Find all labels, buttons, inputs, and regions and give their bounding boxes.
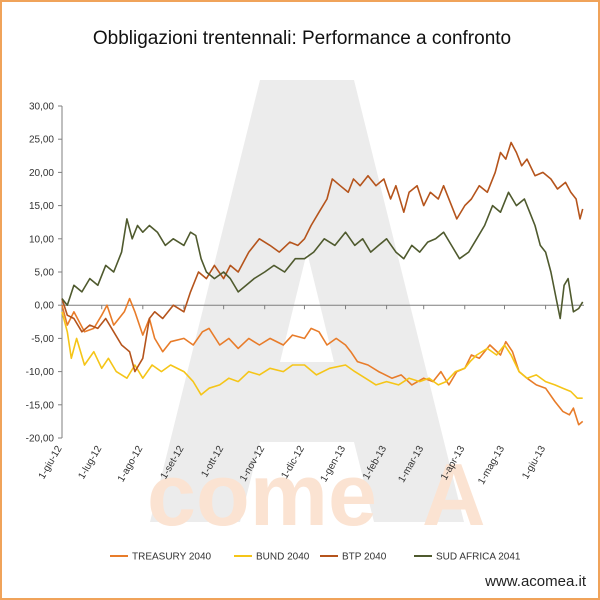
legend-label: BTP 2040 <box>342 552 387 563</box>
watermark-letter: A <box>422 445 486 544</box>
y-tick-label: 15,00 <box>29 201 54 212</box>
x-tick-label: 1-giu-12 <box>37 444 65 482</box>
series-line <box>61 311 583 400</box>
x-tick-label: 1-lug-12 <box>76 444 104 482</box>
x-tick-label: 1-ago-12 <box>116 444 146 485</box>
series-line <box>61 141 584 373</box>
website-link[interactable]: www.acomea.it <box>485 573 586 590</box>
legend-label: TREASURY 2040 <box>132 552 212 563</box>
series-line <box>61 297 584 426</box>
watermark-word: come <box>147 445 377 544</box>
y-axis-ticks: 30,00 25,00 20,00 15,00 10,00 5,00 0,00 -5,00 -1… <box>26 102 62 445</box>
y-tick-label: 5,00 <box>35 268 55 279</box>
y-tick-label: 25,00 <box>29 135 54 146</box>
x-tick-label: 1-giu-13 <box>520 444 548 482</box>
chart-title: Obbligazioni trentennali: Performance a … <box>92 28 512 49</box>
legend-label: BUND 2040 <box>256 552 310 563</box>
y-tick-label: -5,00 <box>31 334 54 345</box>
watermark: come A <box>147 80 486 544</box>
series-lines <box>61 141 584 426</box>
legend-label: SUD AFRICA 2041 <box>436 552 521 563</box>
legend: TREASURY 2040 BUND 2040 BTP 2040 SUD AFRICA… <box>110 552 521 563</box>
y-tick-label: 30,00 <box>29 102 54 113</box>
series-line <box>61 191 584 320</box>
y-tick-label: 10,00 <box>29 234 54 245</box>
y-tick-label: 20,00 <box>29 168 54 179</box>
y-tick-label: -15,00 <box>26 400 55 411</box>
y-tick-label: 0,00 <box>35 301 55 312</box>
y-tick-label: -20,00 <box>26 434 55 445</box>
y-tick-label: -10,00 <box>26 367 55 378</box>
